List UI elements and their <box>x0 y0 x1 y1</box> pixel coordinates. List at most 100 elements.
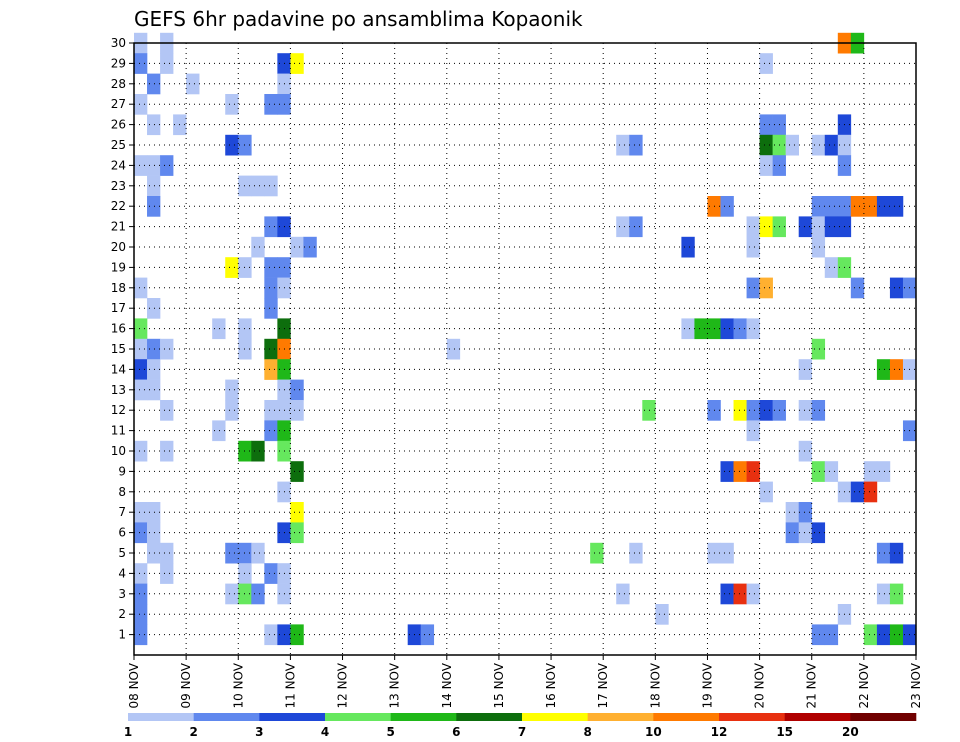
colorbar-tick-label: 7 <box>518 725 526 739</box>
heatmap-cell <box>264 563 278 584</box>
heatmap-cell <box>681 318 695 340</box>
heatmap-cell <box>225 257 239 278</box>
heatmap-cell <box>824 461 839 482</box>
heatmap-cell <box>746 420 760 442</box>
heatmap-cell <box>785 134 799 156</box>
heatmap-cell <box>746 461 760 482</box>
colorbar-segment <box>128 713 194 721</box>
heatmap-cell <box>134 604 148 625</box>
heatmap-cell <box>160 53 174 74</box>
grid-lines <box>134 42 916 655</box>
y-tick-label: 17 <box>111 301 126 315</box>
y-tick-label: 3 <box>118 587 126 601</box>
heatmap-cell <box>798 440 813 462</box>
heatmap-cell <box>798 216 813 238</box>
y-tick-label: 23 <box>111 179 126 193</box>
heatmap-cell <box>629 134 643 156</box>
colorbar-tick-label: 6 <box>452 725 460 739</box>
y-tick-label: 9 <box>118 464 126 478</box>
heatmap-cell <box>616 216 630 238</box>
heatmap-cell <box>746 236 760 258</box>
heatmap-cell <box>264 277 278 299</box>
heatmap-cell <box>264 420 278 442</box>
heatmap-cell <box>134 94 148 115</box>
heatmap-cell <box>824 196 839 217</box>
colorbar-segment <box>390 713 457 721</box>
heatmap-cell <box>225 134 239 156</box>
heatmap-cell <box>889 542 904 564</box>
heatmap-cell <box>147 73 161 95</box>
y-tick-label: 4 <box>118 566 126 580</box>
colorbar-tick-label: 10 <box>645 725 662 739</box>
x-tick-label: 16 NOV <box>544 662 558 708</box>
heatmap-cell <box>303 236 317 258</box>
x-tick-label: 20 NOV <box>753 662 767 708</box>
heatmap-cell <box>225 583 239 605</box>
heatmap-cell <box>824 624 839 646</box>
heatmap-cell <box>186 73 200 95</box>
heatmap-cell <box>889 624 904 646</box>
heatmap-cell <box>290 522 304 544</box>
y-tick-label: 27 <box>111 97 126 111</box>
heatmap-cell <box>160 542 174 564</box>
colorbar-segment <box>325 713 391 721</box>
heatmap-cell <box>160 338 174 360</box>
heatmap-cell <box>590 542 604 564</box>
x-tick-label: 12 NOV <box>336 662 350 708</box>
y-tick-label: 25 <box>111 138 126 152</box>
y-tick-label: 22 <box>111 199 126 213</box>
colorbar-tick-label: 20 <box>842 725 859 739</box>
heatmap-cell <box>876 583 891 605</box>
heatmap-cell <box>811 461 826 482</box>
heatmap-cell <box>785 522 799 544</box>
heatmap-cell <box>264 338 278 360</box>
heatmap-cell <box>290 379 304 401</box>
y-tick-label: 15 <box>111 342 126 356</box>
heatmap-cell <box>147 196 161 217</box>
heatmap-cell <box>720 583 734 605</box>
heatmap-cell <box>134 338 148 360</box>
heatmap-cell <box>134 379 148 401</box>
heatmap-cell <box>134 502 148 523</box>
heatmap-cell <box>264 624 278 646</box>
y-tick-label: 12 <box>111 403 126 417</box>
heatmap-cell <box>147 502 161 523</box>
heatmap-cell <box>720 196 734 217</box>
heatmap-cell <box>160 400 174 421</box>
heatmap-cell <box>134 440 148 462</box>
heatmap-cell <box>290 502 304 523</box>
heatmap-cell <box>811 216 826 238</box>
heatmap-cell <box>876 359 891 380</box>
heatmap-cell <box>733 318 747 340</box>
heatmap-cell <box>629 542 643 564</box>
heatmap-cell <box>134 318 148 340</box>
heatmap-cell <box>746 318 760 340</box>
y-tick-label: 24 <box>111 158 126 172</box>
x-tick-label: 19 NOV <box>700 662 714 708</box>
colorbar-segment <box>653 713 720 721</box>
heatmap-cell <box>811 400 826 421</box>
heatmap-cell <box>147 359 161 380</box>
heatmap-cell <box>798 359 813 380</box>
colorbar-segment <box>784 713 851 721</box>
heatmap-cell <box>616 583 630 605</box>
x-tick-label: 22 NOV <box>857 662 871 708</box>
heatmap-cell <box>876 542 891 564</box>
heatmap-cell <box>225 400 239 421</box>
heatmap-cell <box>824 134 839 156</box>
x-tick-label: 09 NOV <box>179 662 193 708</box>
heatmap-cell <box>746 583 760 605</box>
heatmap-cell <box>147 522 161 544</box>
heatmap-cell <box>889 583 904 605</box>
heatmap-cell <box>694 318 708 340</box>
x-tick-label: 14 NOV <box>440 662 454 708</box>
heatmap-cell <box>811 624 826 646</box>
heatmap-cell <box>264 298 278 319</box>
heatmap-cell <box>746 400 760 421</box>
heatmap-cell <box>824 216 839 238</box>
heatmap-cell <box>264 257 278 278</box>
heatmap-cell <box>160 563 174 584</box>
heatmap-cell <box>811 236 826 258</box>
heatmap-cell <box>720 461 734 482</box>
